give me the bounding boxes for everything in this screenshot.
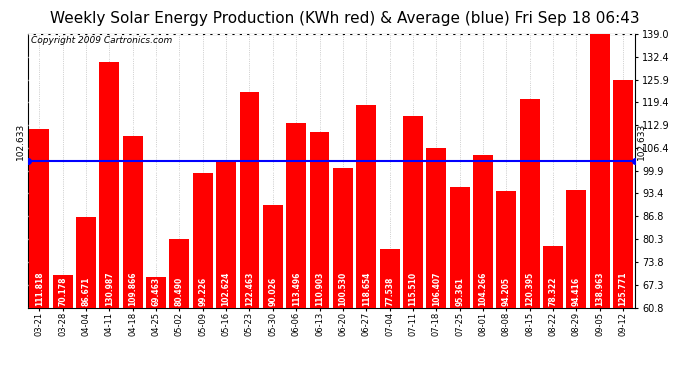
Bar — [216, 161, 236, 308]
Text: 80.490: 80.490 — [175, 276, 184, 306]
Text: 113.496: 113.496 — [292, 272, 301, 306]
Bar — [473, 155, 493, 308]
Bar — [380, 249, 400, 308]
Bar — [76, 217, 96, 308]
Text: 125.771: 125.771 — [619, 271, 628, 306]
Bar — [310, 132, 329, 308]
Text: 78.322: 78.322 — [549, 276, 558, 306]
Text: 109.866: 109.866 — [128, 271, 137, 306]
Bar — [263, 205, 283, 308]
Text: 106.407: 106.407 — [432, 271, 441, 306]
Bar — [543, 246, 563, 308]
Text: 69.463: 69.463 — [152, 277, 161, 306]
Text: 95.361: 95.361 — [455, 277, 464, 306]
Text: 70.178: 70.178 — [58, 276, 67, 306]
Text: 104.266: 104.266 — [478, 272, 488, 306]
Bar — [613, 80, 633, 308]
Bar — [239, 92, 259, 308]
Bar — [333, 168, 353, 308]
Text: 111.818: 111.818 — [34, 271, 43, 306]
Bar — [403, 116, 423, 308]
Bar — [30, 129, 49, 308]
Text: Copyright 2009 Cartronics.com: Copyright 2009 Cartronics.com — [30, 36, 172, 45]
Text: 130.987: 130.987 — [105, 271, 114, 306]
Bar — [450, 186, 470, 308]
Bar — [123, 136, 143, 308]
Text: 94.416: 94.416 — [572, 277, 581, 306]
Text: 138.963: 138.963 — [595, 271, 604, 306]
Text: 120.395: 120.395 — [525, 272, 534, 306]
Bar — [356, 105, 376, 308]
Bar — [496, 190, 516, 308]
Text: 110.903: 110.903 — [315, 272, 324, 306]
Bar — [99, 62, 119, 308]
Bar — [170, 238, 189, 308]
Text: 115.510: 115.510 — [408, 272, 417, 306]
Text: 100.530: 100.530 — [338, 272, 347, 306]
Text: 90.026: 90.026 — [268, 277, 277, 306]
Bar — [146, 277, 166, 308]
Text: 102.633: 102.633 — [17, 123, 26, 160]
Text: 77.538: 77.538 — [385, 276, 394, 306]
Text: Weekly Solar Energy Production (KWh red) & Average (blue) Fri Sep 18 06:43: Weekly Solar Energy Production (KWh red)… — [50, 11, 640, 26]
Bar — [566, 190, 586, 308]
Text: 122.463: 122.463 — [245, 272, 254, 306]
Bar — [52, 274, 72, 308]
Bar — [426, 148, 446, 308]
Text: 99.226: 99.226 — [198, 277, 207, 306]
Bar — [520, 99, 540, 308]
Text: 94.205: 94.205 — [502, 277, 511, 306]
Text: 86.671: 86.671 — [81, 276, 90, 306]
Text: 118.654: 118.654 — [362, 272, 371, 306]
Bar — [193, 173, 213, 308]
Text: 102.624: 102.624 — [221, 272, 230, 306]
Text: 102.633: 102.633 — [637, 123, 646, 160]
Bar — [286, 123, 306, 308]
Bar — [590, 34, 610, 308]
